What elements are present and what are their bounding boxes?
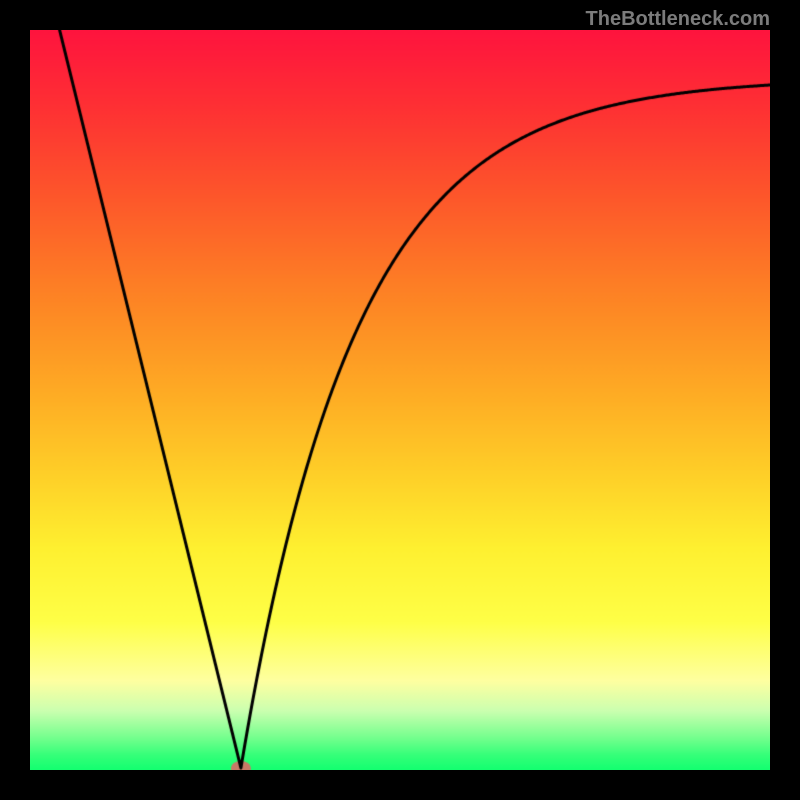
watermark-text: TheBottleneck.com — [586, 8, 770, 31]
plot-area — [30, 30, 770, 770]
chart-frame: TheBottleneck.com — [0, 0, 800, 800]
bottleneck-curve — [30, 30, 770, 770]
